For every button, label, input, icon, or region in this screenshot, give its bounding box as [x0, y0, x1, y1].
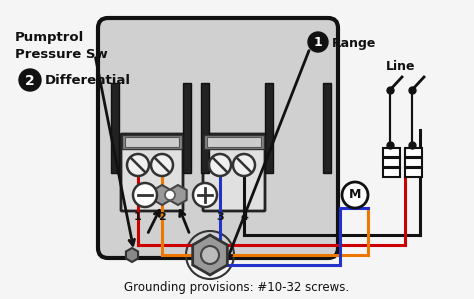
- Circle shape: [151, 154, 173, 176]
- Bar: [125, 137, 179, 147]
- Bar: [383, 158, 400, 167]
- Circle shape: [342, 182, 368, 208]
- Bar: [405, 158, 422, 167]
- Bar: [111, 83, 119, 173]
- Text: 1: 1: [314, 36, 322, 50]
- Bar: [383, 168, 400, 177]
- FancyBboxPatch shape: [98, 18, 338, 258]
- Text: Pumptrol: Pumptrol: [15, 31, 84, 45]
- Bar: [183, 83, 191, 173]
- Bar: [405, 168, 422, 177]
- Text: Pressure Sw: Pressure Sw: [15, 48, 108, 60]
- Text: 1: 1: [134, 212, 142, 222]
- Text: 2: 2: [25, 74, 35, 88]
- Circle shape: [209, 154, 231, 176]
- Bar: [323, 83, 331, 173]
- Text: 3: 3: [216, 212, 224, 222]
- Polygon shape: [154, 185, 171, 205]
- Text: Grounding provisions: #10-32 screws.: Grounding provisions: #10-32 screws.: [125, 281, 349, 295]
- Bar: [201, 83, 209, 173]
- Text: M: M: [349, 188, 361, 202]
- Bar: [122, 135, 182, 149]
- FancyBboxPatch shape: [203, 134, 265, 211]
- Text: 2: 2: [158, 212, 166, 222]
- Circle shape: [193, 183, 217, 207]
- Bar: [265, 83, 273, 173]
- Polygon shape: [126, 248, 138, 262]
- Bar: [204, 135, 264, 149]
- Text: Differential: Differential: [45, 74, 131, 88]
- Circle shape: [127, 154, 149, 176]
- FancyBboxPatch shape: [121, 134, 183, 211]
- Circle shape: [201, 246, 219, 264]
- Text: Range: Range: [332, 36, 376, 50]
- Circle shape: [19, 69, 41, 91]
- Bar: [383, 148, 400, 157]
- Bar: [207, 137, 261, 147]
- Polygon shape: [192, 235, 228, 275]
- Text: Line: Line: [386, 60, 416, 74]
- Bar: [405, 148, 422, 157]
- Circle shape: [133, 183, 157, 207]
- Circle shape: [233, 154, 255, 176]
- Text: 4: 4: [240, 212, 248, 222]
- Circle shape: [308, 32, 328, 52]
- Circle shape: [165, 190, 175, 200]
- Polygon shape: [169, 185, 187, 205]
